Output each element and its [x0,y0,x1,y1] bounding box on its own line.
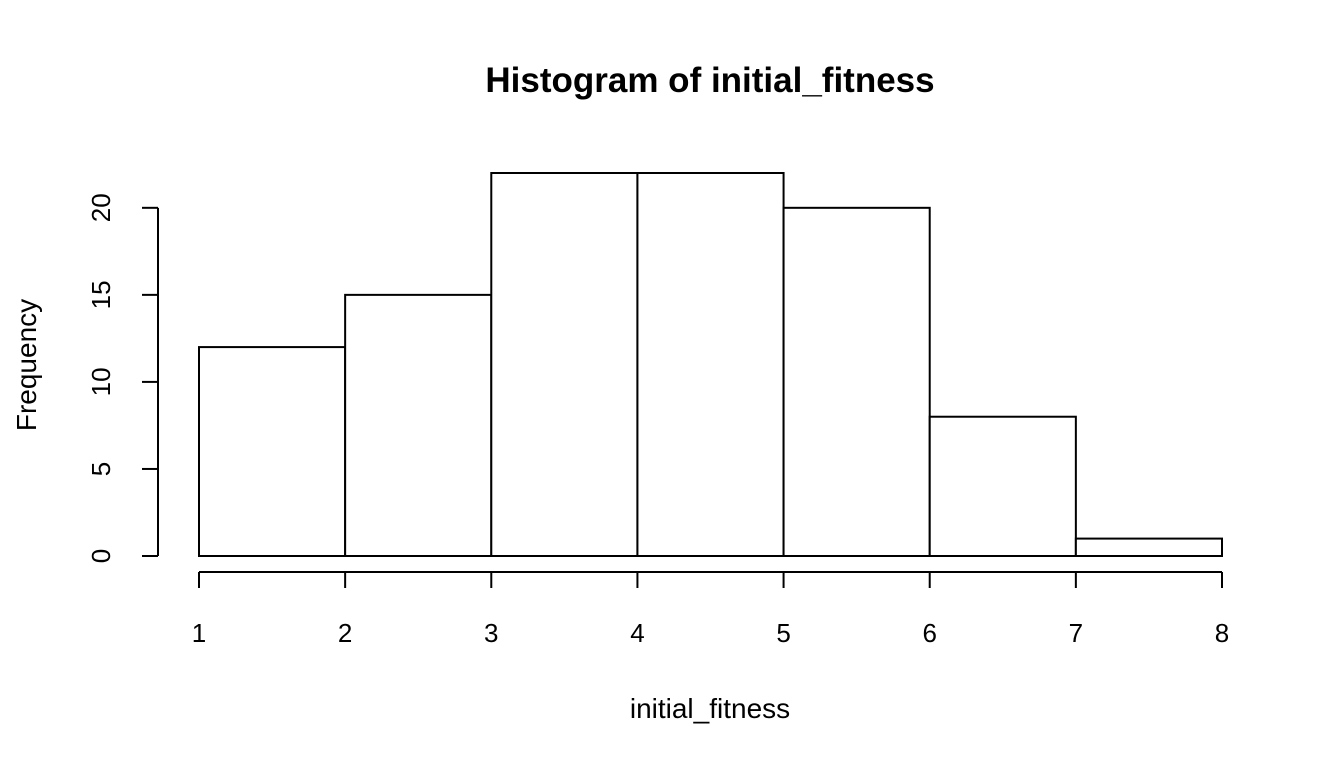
x-tick-label: 1 [192,618,206,648]
x-tick-label: 7 [1069,618,1083,648]
x-tick-label: 2 [338,618,352,648]
histogram-bar-3 [490,172,639,557]
x-axis-label: initial_fitness [630,693,790,724]
histogram-bar-6 [928,415,1077,557]
y-tick-label: 5 [86,462,116,476]
y-tick-label: 0 [86,549,116,563]
chart-title: Histogram of initial_fitness [485,61,934,100]
x-tick-label: 5 [776,618,790,648]
y-tick-label: 20 [86,193,116,222]
histogram-bar-4 [636,172,785,557]
y-tick-label: 10 [86,367,116,396]
y-axis: 0 5 10 15 20 [86,193,159,563]
x-axis: 1 2 3 4 5 6 7 8 [192,571,1229,648]
bars-group [198,172,1224,557]
x-tick-label: 8 [1215,618,1229,648]
y-tick-label: 15 [86,280,116,309]
histogram-bar-2 [344,293,493,557]
histogram-bar-7 [1074,537,1224,557]
histogram-bar-5 [782,206,931,557]
x-tick-label: 6 [922,618,936,648]
x-tick-label: 3 [484,618,498,648]
x-tick-label: 4 [630,618,644,648]
histogram-bar-1 [198,346,347,557]
y-axis-label: Frequency [11,299,42,431]
